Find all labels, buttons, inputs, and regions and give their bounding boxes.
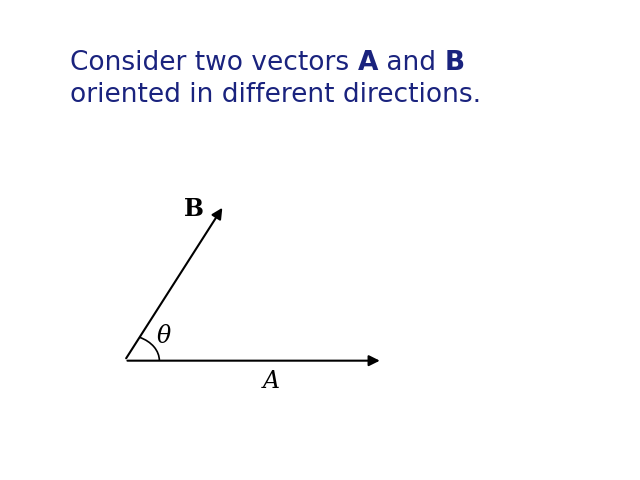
Text: A: A bbox=[263, 370, 280, 393]
Text: B: B bbox=[184, 197, 204, 221]
Text: Consider two vectors: Consider two vectors bbox=[70, 50, 358, 76]
Text: θ: θ bbox=[157, 324, 171, 348]
Text: oriented in different directions.: oriented in different directions. bbox=[70, 82, 481, 108]
Text: A: A bbox=[358, 50, 378, 76]
Text: B: B bbox=[444, 50, 465, 76]
Text: and: and bbox=[378, 50, 444, 76]
